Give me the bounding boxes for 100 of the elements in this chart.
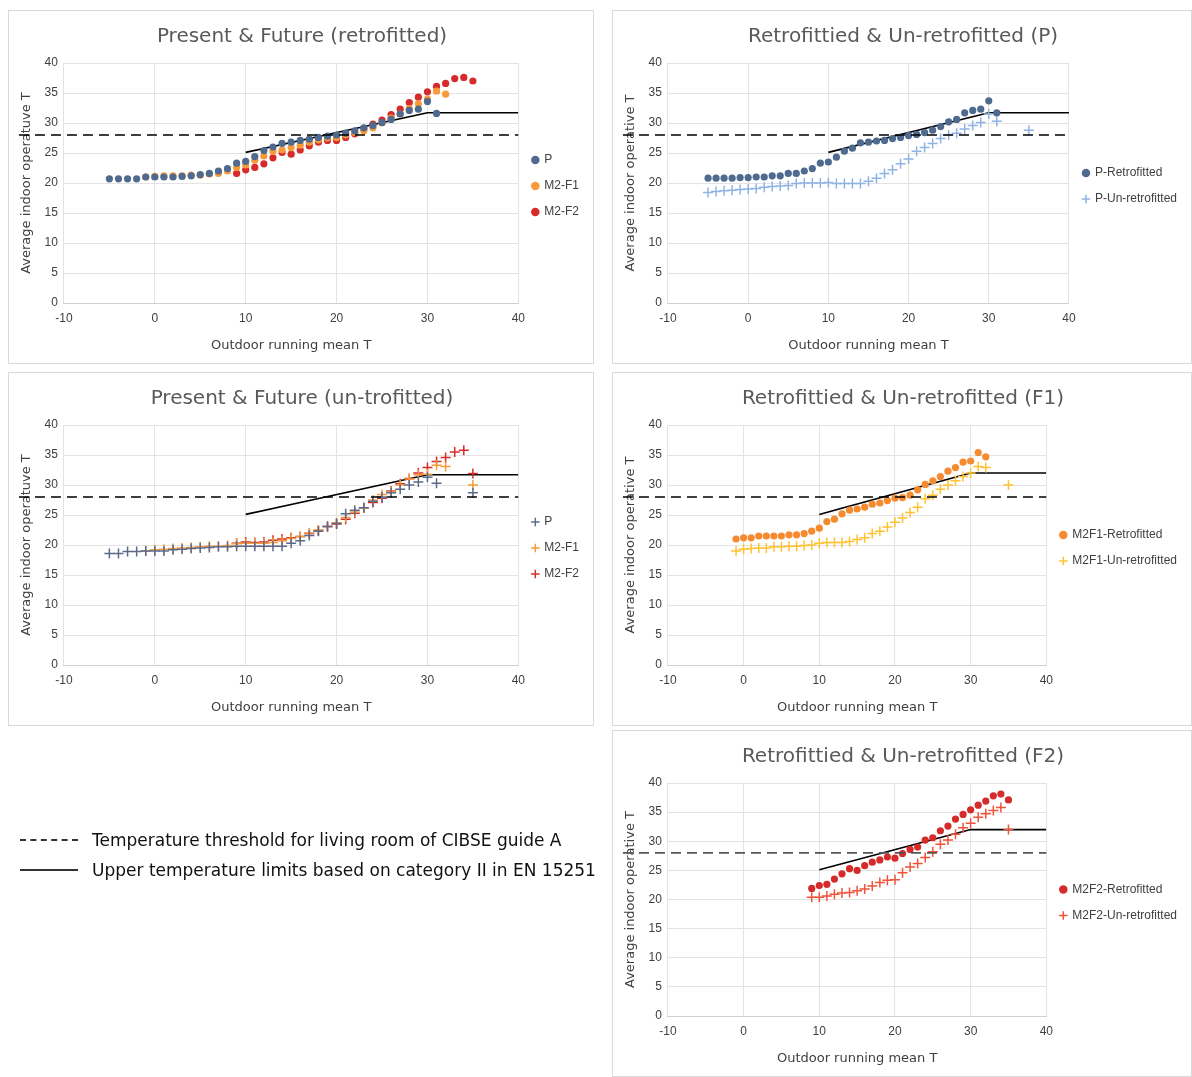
y-axis-title: Average indoor operatuve T: [18, 454, 34, 636]
x-tick-label: 30: [963, 1023, 978, 1038]
chart-title: Present & Future (retrofitted): [156, 23, 448, 48]
x-tick-label: 40: [511, 672, 526, 687]
x-tick-label: 30: [963, 672, 978, 687]
legend-label: M2F2-Un-retrofitted: [1072, 907, 1178, 922]
y-tick-label: 0: [51, 295, 59, 310]
x-tick-label: 40: [1062, 310, 1076, 325]
y-tick-label: 25: [648, 145, 663, 160]
y-axis-title: Average indoor operatuve T: [18, 92, 34, 274]
x-tick-label: 0: [740, 672, 748, 687]
x-axis-title: Outdoor running mean T: [776, 698, 938, 714]
y-tick-label: 20: [648, 891, 663, 906]
text: Temperature threshold for living room of CIBSE guide A: [92, 830, 562, 850]
x-tick-label: 10: [812, 1023, 827, 1038]
legend-label: M2F1-Un-retrofitted: [1072, 553, 1178, 568]
x-axis-title: Outdoor running mean T: [788, 336, 949, 352]
x-tick-label: 10: [239, 310, 253, 325]
y-tick-label: 0: [655, 295, 663, 310]
x-tick-label: 40: [511, 310, 526, 325]
legend-label: M2-F2: [544, 566, 580, 581]
y-tick-label: 25: [648, 862, 663, 877]
x-axis-title: Outdoor running mean T: [210, 336, 372, 352]
x-tick-label: -10: [659, 672, 677, 687]
y-tick-label: 40: [44, 417, 59, 432]
y-tick-label: 40: [648, 775, 663, 790]
y-tick-label: 10: [648, 235, 663, 250]
y-tick-label: 35: [648, 804, 663, 819]
x-tick-label: 20: [888, 672, 902, 687]
legend-label: P-Un-retrofitted: [1094, 191, 1178, 206]
y-tick-label: 35: [44, 85, 59, 100]
x-tick-label: 20: [888, 1023, 902, 1038]
y-tick-label: 35: [648, 85, 663, 100]
legend-label: M2-F1: [544, 540, 580, 555]
y-tick-label: 5: [655, 979, 663, 994]
y-tick-label: 20: [648, 175, 663, 190]
y-tick-label: 40: [648, 417, 663, 432]
y-tick-label: 20: [44, 175, 59, 190]
legend-label: M2F2-Retrofitted: [1072, 881, 1163, 896]
y-tick-label: 20: [648, 537, 663, 552]
text: Upper temperature limits based on category II in EN 15251: [92, 860, 596, 880]
x-tick-label: 30: [982, 310, 996, 325]
legend-label: M2F1-Retrofitted: [1072, 527, 1163, 542]
y-tick-label: 5: [51, 265, 59, 280]
x-tick-label: 40: [1039, 1023, 1054, 1038]
y-axis-title: Average indoor operative T: [622, 810, 638, 988]
x-tick-label: -10: [55, 672, 73, 687]
x-tick-label: -10: [55, 310, 73, 325]
y-tick-label: 10: [648, 597, 663, 612]
y-tick-label: 35: [648, 447, 663, 462]
y-tick-label: 0: [655, 657, 663, 672]
legend-label: P: [544, 514, 553, 529]
x-tick-label: 10: [239, 672, 253, 687]
y-tick-label: 30: [648, 477, 663, 492]
y-tick-label: 10: [44, 597, 59, 612]
x-tick-label: -10: [659, 1023, 677, 1038]
chart-title: Retrofittied & Un-retrofitted (F1): [741, 385, 1065, 410]
y-tick-label: 15: [648, 205, 663, 220]
y-tick-label: 40: [648, 55, 663, 70]
y-tick-label: 15: [44, 567, 59, 582]
y-tick-label: 25: [648, 507, 663, 522]
y-tick-label: 0: [655, 1008, 663, 1023]
y-tick-label: 5: [655, 627, 663, 642]
chart-title: Retrofittied & Un-retrofitted (P): [747, 23, 1059, 48]
legend-label: P-Retrofitted: [1094, 165, 1163, 180]
legend-label: M2-F2: [544, 204, 580, 219]
x-tick-label: 40: [1039, 672, 1054, 687]
y-tick-label: 10: [44, 235, 59, 250]
chart-title: Retrofittied & Un-retrofitted (F2): [741, 743, 1065, 768]
y-tick-label: 15: [44, 205, 59, 220]
x-tick-label: -10: [659, 310, 677, 325]
y-tick-label: 40: [44, 55, 59, 70]
x-tick-label: 0: [744, 310, 752, 325]
y-tick-label: 30: [44, 115, 59, 130]
chart-title: Present & Future (un-trofitted): [150, 385, 454, 410]
y-axis-title: Average indoor operative T: [622, 456, 638, 634]
legend-label: M2-F1: [544, 178, 580, 193]
y-tick-label: 15: [648, 567, 663, 582]
x-tick-label: 30: [420, 310, 435, 325]
x-tick-label: 0: [151, 672, 159, 687]
x-tick-label: 20: [329, 310, 344, 325]
x-tick-label: 20: [329, 672, 344, 687]
y-tick-label: 25: [44, 507, 59, 522]
x-axis-title: Outdoor running mean T: [776, 1049, 938, 1065]
legend-label: P: [544, 152, 553, 167]
y-tick-label: 5: [655, 265, 663, 280]
x-tick-label: 10: [812, 672, 827, 687]
y-tick-label: 30: [648, 115, 663, 130]
y-tick-label: 0: [51, 657, 59, 672]
y-tick-label: 30: [648, 833, 663, 848]
x-tick-label: 0: [740, 1023, 748, 1038]
x-tick-label: 10: [821, 310, 836, 325]
x-tick-label: 20: [901, 310, 916, 325]
x-tick-label: 30: [420, 672, 435, 687]
y-tick-label: 35: [44, 447, 59, 462]
y-tick-label: 15: [648, 920, 663, 935]
y-tick-label: 30: [44, 477, 59, 492]
y-tick-label: 20: [44, 537, 59, 552]
x-tick-label: 0: [151, 310, 159, 325]
y-tick-label: 5: [51, 627, 59, 642]
